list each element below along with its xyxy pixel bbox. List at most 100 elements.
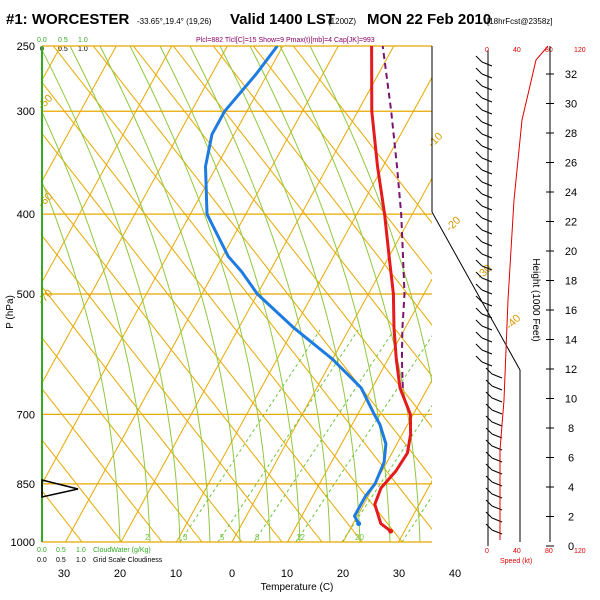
mixing-ratio-grid: 2 3 5 8 12 20: [145, 329, 432, 542]
temperature-tick-label: 40: [449, 568, 461, 580]
wind-barb-feather: [485, 427, 493, 435]
wind-barb-feather: [475, 67, 483, 75]
mixing-ratio-line: [253, 329, 395, 542]
speed-tick-bottom-0: 0: [485, 548, 489, 555]
wind-barb-feather: [475, 199, 483, 207]
wind-barb: [481, 181, 493, 187]
moist-adiabat-line: [42, 180, 121, 542]
wind-speed-line: [499, 45, 549, 540]
legend-top-green-2: 1.0: [78, 37, 88, 44]
pressure-lines: [42, 45, 432, 543]
mixing-ratio-label: 20: [355, 533, 364, 542]
wind-barb: [481, 205, 493, 211]
height-tick-label: 6: [568, 453, 574, 465]
wind-barb-feather: [475, 319, 483, 327]
isotherm-line: [42, 46, 117, 183]
moist-adiabat-grid: [42, 46, 432, 542]
wind-barb: [481, 301, 493, 307]
pressure-tick-label: 300: [17, 106, 35, 118]
height-tick-label: 8: [568, 423, 574, 435]
mixing-ratio-label: 3: [183, 533, 188, 542]
wind-barb-feather: [475, 235, 483, 243]
legend-cw-1: 0.5: [56, 547, 66, 554]
stability-params: Plcl=882 Tlcl[C]=15 Show=9 Pmax(t)[mb]=4…: [196, 37, 375, 44]
pressure-ticks: 250 300 400 500 700 850 1000: [11, 41, 35, 549]
speed-tick-bottom-2: 80: [545, 548, 553, 555]
wind-barb: [481, 277, 493, 283]
legend-top-black-2: 1.0: [78, 46, 88, 53]
dry-adiabat-line: [42, 388, 163, 542]
wind-barb-feather: [475, 295, 483, 303]
speed-tick-top-1: 40: [513, 47, 521, 54]
wind-barb-feather: [485, 451, 493, 459]
wind-barb: [481, 109, 493, 115]
isotherm-labels: -10-20-30-40-50-60-70: [36, 92, 524, 332]
mixing-ratio-label: 12: [296, 533, 305, 542]
height-tick-label: 12: [565, 364, 577, 376]
wind-barb-feather: [485, 391, 493, 399]
temperature-ticks: 30 20 10 0 10 20 30 40: [58, 568, 461, 580]
station-coords: -33.65°,19.4° (19,26): [137, 17, 212, 26]
dry-adiabat-line: [0, 6, 2, 542]
temperature-tick-label: 10: [170, 568, 182, 580]
moist-adiabat-line: [189, 46, 331, 542]
wind-barb-feather: [475, 175, 483, 183]
mixing-ratio-line: [295, 335, 432, 542]
wind-barb-feather: [475, 187, 483, 195]
wind-barb: [481, 121, 493, 127]
height-tick-label: 2: [568, 512, 574, 524]
valid-time: Valid 1400 LST: [230, 11, 335, 28]
dry-adiabat-line: [42, 132, 363, 542]
pressure-tick-label: 850: [17, 479, 35, 491]
y-axis-label: P (hPa): [5, 295, 16, 329]
moist-adiabat-line: [279, 46, 421, 542]
speed-tick-bottom-1: 40: [513, 548, 521, 555]
dry-adiabat-line: [92, 46, 432, 480]
series-line-dewpoint: [204, 46, 388, 525]
mixing-ratio-line: [341, 404, 432, 542]
wind-barb: [481, 169, 493, 175]
wind-barb-feather: [485, 415, 493, 423]
wind-barb-feather: [475, 103, 483, 111]
isotherm-label: -70: [36, 287, 56, 307]
surface-point-temperature: [388, 528, 394, 534]
wind-barb: [481, 337, 493, 343]
legend-gs-0: 0.0: [37, 557, 47, 564]
mixing-ratio-line: [217, 329, 359, 542]
cloud-fraction-marker: [41, 479, 79, 498]
wind-barb: [481, 241, 493, 247]
series-line-parcel: [381, 46, 406, 388]
wind-barb-feather: [475, 223, 483, 231]
pressure-tick-label: 250: [17, 41, 35, 53]
wind-barb-feather: [485, 511, 493, 519]
height-tick-label: 18: [565, 276, 577, 288]
legend-gs-1: 0.5: [56, 557, 66, 564]
isotherm-line: [42, 46, 173, 284]
wind-barb-feather: [485, 523, 493, 531]
wind-barb-feather: [485, 463, 493, 471]
wind-barb: [481, 61, 493, 67]
height-tick-label: 4: [568, 482, 574, 494]
zulu-time: (1200Z): [328, 17, 356, 26]
wind-barb: [481, 313, 493, 319]
wind-barb: [481, 361, 493, 367]
wind-barb: [491, 385, 503, 391]
speed-tick-bottom-3: 120: [574, 548, 586, 555]
dry-adiabat-line: [42, 541, 43, 542]
moist-adiabat-line: [129, 46, 271, 542]
wind-barb-feather: [485, 439, 493, 447]
dry-adiabat-grid: [0, 6, 432, 542]
wind-barb: [481, 133, 493, 139]
legend-cw-0: 0.0: [37, 547, 47, 554]
series-line-temperature: [370, 46, 413, 533]
wind-barb: [481, 145, 493, 151]
wind-barb-feather: [475, 151, 483, 159]
speed-tick-top-3: 120: [574, 47, 586, 54]
wind-barb-feather: [475, 355, 483, 363]
temperature-tick-label: 20: [337, 568, 349, 580]
temperature-tick-label: 20: [114, 568, 126, 580]
station-title: #1: WORCESTER: [6, 11, 130, 28]
wind-barb-feather: [485, 487, 493, 495]
pressure-tick-label: 500: [17, 289, 35, 301]
legend-top-green-1: 0.5: [58, 37, 68, 44]
